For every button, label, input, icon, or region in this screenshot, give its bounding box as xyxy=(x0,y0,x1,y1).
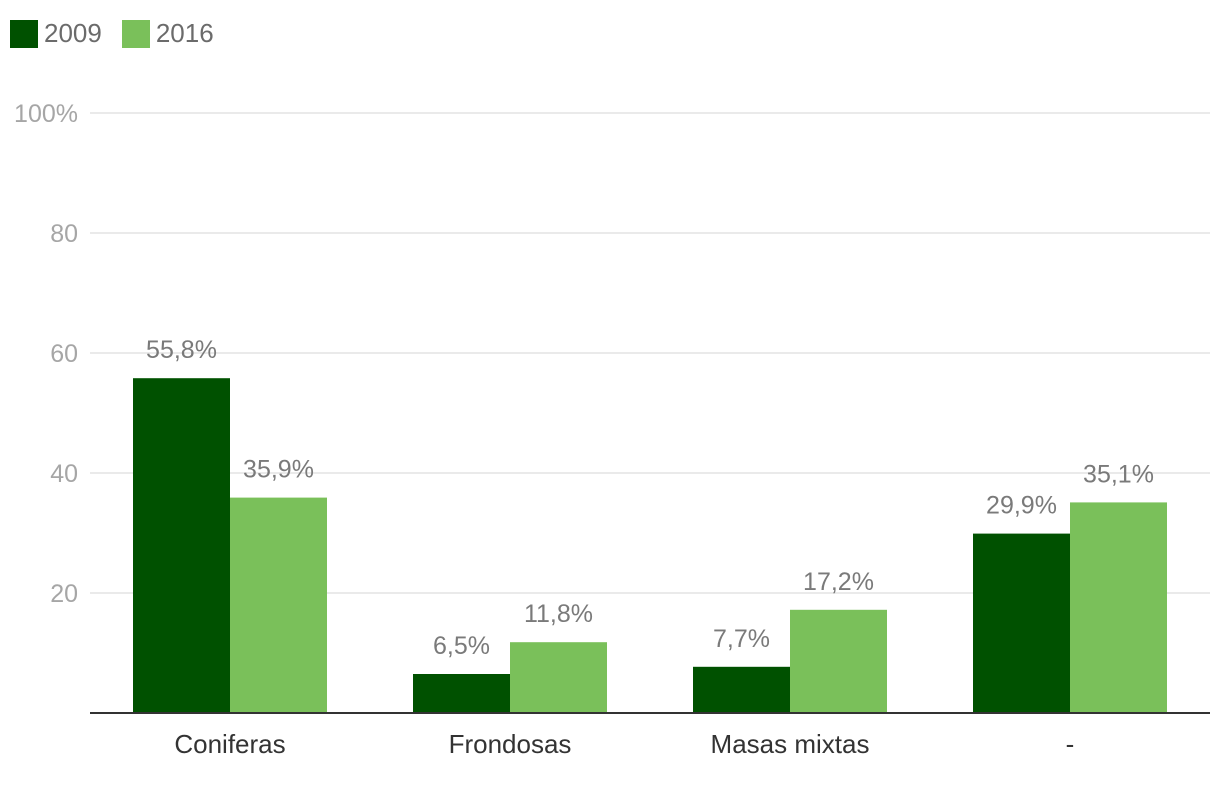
y-tick-label: 100% xyxy=(14,100,78,128)
bar xyxy=(790,609,887,713)
bar xyxy=(973,533,1070,713)
x-tick-label: Frondosas xyxy=(449,729,572,759)
legend-label-2009: 2009 xyxy=(44,18,102,48)
data-label: 35,1% xyxy=(1083,460,1154,488)
x-tick-label: Coniferas xyxy=(174,729,285,759)
bar xyxy=(510,642,607,713)
y-tick-label: 40 xyxy=(50,460,78,488)
legend-item-2009[interactable]: 2009 xyxy=(10,18,102,49)
legend-label-2016: 2016 xyxy=(155,18,214,48)
data-label: 29,9% xyxy=(986,492,1057,520)
data-label: 6,5% xyxy=(433,632,490,660)
bar xyxy=(1070,502,1167,713)
data-label: 35,9% xyxy=(243,456,314,484)
bar xyxy=(693,666,790,713)
data-label: 17,2% xyxy=(803,568,874,596)
legend-swatch-2016 xyxy=(121,19,150,48)
y-tick-label: 60 xyxy=(50,340,78,368)
x-tick-label: Masas mixtas xyxy=(711,729,870,759)
y-tick-label: 80 xyxy=(50,220,78,248)
legend: 2009 2016 xyxy=(10,18,214,49)
legend-item-2016[interactable]: 2016 xyxy=(121,18,214,49)
legend-swatch-2009 xyxy=(10,19,38,48)
bar xyxy=(230,497,327,713)
x-tick-label: - xyxy=(1066,729,1075,759)
y-tick-label: 20 xyxy=(50,580,78,608)
data-label: 7,7% xyxy=(713,625,770,653)
data-label: 55,8% xyxy=(146,336,217,364)
bar xyxy=(413,674,510,713)
bar xyxy=(133,378,230,713)
data-label: 11,8% xyxy=(524,600,593,628)
